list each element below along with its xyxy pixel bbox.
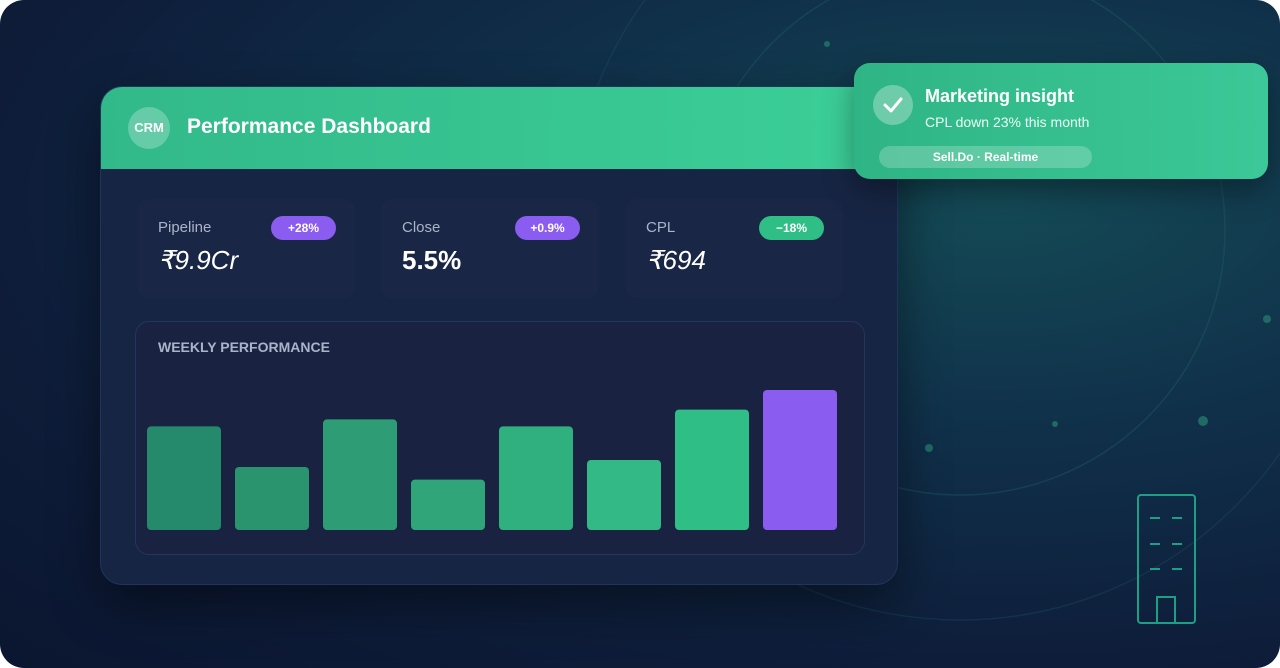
kpi-value: ₹9.9Cr	[158, 245, 239, 275]
kpi-card: Pipeline +28% ₹9.9Cr	[137, 199, 355, 298]
header: CRM Performance Dashboard	[101, 87, 897, 169]
kpi-label: Pipeline	[158, 219, 212, 236]
dashboard-card: CRM Performance Dashboard Pipeline +28% …	[100, 86, 898, 585]
kpi-label: Close	[402, 219, 441, 236]
kpi-value: 5.5%	[402, 245, 462, 275]
bar	[587, 460, 661, 530]
kpi-change: +0.9%	[515, 216, 580, 240]
notification-message: CPL down 23% this month	[925, 114, 1090, 130]
building-icon	[1137, 494, 1196, 624]
bar	[147, 426, 221, 530]
kpi-label: CPL	[646, 219, 676, 236]
kpi-change: −18%	[759, 216, 824, 240]
kpi-card: Close +0.9% 5.5%	[381, 199, 599, 298]
notification: Marketing insight CPL down 23% this mont…	[854, 63, 1268, 179]
logo: CRM	[128, 107, 170, 149]
chart-panel: WEEKLY PERFORMANCE	[135, 321, 865, 555]
notification-tag: Sell.Do · Real-time	[879, 146, 1092, 168]
check-icon	[873, 85, 913, 125]
bar	[323, 419, 397, 530]
bar	[411, 479, 485, 530]
dashboard-title: Performance Dashboard	[187, 115, 431, 138]
kpi-card: CPL −18% ₹694	[625, 199, 843, 298]
notification-title: Marketing insight	[925, 86, 1075, 106]
chart	[147, 390, 837, 530]
bar	[675, 409, 749, 530]
bar	[763, 390, 837, 530]
kpi-value: ₹694	[646, 245, 706, 275]
bar	[235, 467, 309, 530]
kpi-change: +28%	[271, 216, 336, 240]
bar	[499, 426, 573, 530]
chart-title: WEEKLY PERFORMANCE	[158, 339, 330, 355]
